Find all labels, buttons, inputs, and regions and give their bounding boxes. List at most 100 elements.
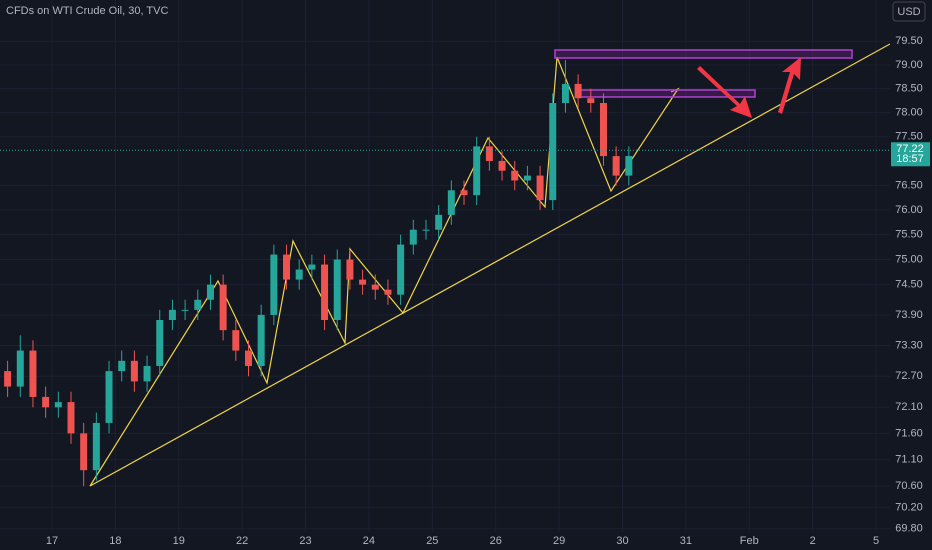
candle-body bbox=[574, 83, 582, 99]
y-tick-label: 70.60 bbox=[895, 480, 923, 492]
zone bbox=[554, 49, 853, 59]
candle-body bbox=[4, 371, 12, 387]
grid bbox=[0, 0, 890, 532]
candle-body bbox=[359, 279, 367, 285]
y-tick-label: 69.80 bbox=[895, 523, 923, 535]
candle-body bbox=[92, 422, 100, 471]
candle-body bbox=[80, 433, 88, 471]
y-tick-label: 78.50 bbox=[895, 83, 923, 95]
candle-body bbox=[435, 214, 443, 230]
candle-body bbox=[270, 254, 278, 315]
candle-body bbox=[422, 229, 430, 231]
x-tick-label: 22 bbox=[236, 535, 248, 547]
candle-body bbox=[409, 229, 417, 245]
candle-body bbox=[143, 365, 151, 382]
candle-body bbox=[67, 402, 75, 434]
x-tick-label: 26 bbox=[490, 535, 502, 547]
x-tick-label: 5 bbox=[873, 535, 879, 547]
x-tick-label: 17 bbox=[46, 535, 58, 547]
x-tick-label: 24 bbox=[363, 535, 375, 547]
candle-body bbox=[295, 269, 303, 280]
arrow-up bbox=[778, 57, 801, 114]
y-tick-label: 71.10 bbox=[895, 454, 923, 466]
trend-line bbox=[89, 43, 891, 487]
x-tick-label: 29 bbox=[553, 535, 565, 547]
y-tick-label: 76.50 bbox=[895, 179, 923, 191]
candle-body bbox=[549, 103, 557, 201]
drawings bbox=[89, 43, 891, 487]
candle-body bbox=[283, 254, 291, 280]
candle-body bbox=[206, 284, 214, 300]
candle-body bbox=[460, 190, 468, 196]
candle-body bbox=[473, 146, 481, 196]
candle-body bbox=[447, 190, 455, 215]
y-tick-label: 73.30 bbox=[895, 339, 923, 351]
y-tick-label: 78.00 bbox=[895, 107, 923, 119]
y-tick-label: 75.50 bbox=[895, 229, 923, 241]
time-axis bbox=[0, 532, 932, 550]
candle-body bbox=[587, 98, 595, 104]
candle-body bbox=[397, 244, 405, 295]
candle-body bbox=[105, 371, 113, 423]
y-tick-label: 76.00 bbox=[895, 204, 923, 216]
x-tick-label: Feb bbox=[740, 535, 759, 547]
y-tick-label: 71.60 bbox=[895, 427, 923, 439]
current-price: 77.22 bbox=[896, 143, 924, 155]
x-tick-label: 25 bbox=[426, 535, 438, 547]
candle-body bbox=[181, 309, 189, 311]
x-tick-label: 19 bbox=[173, 535, 185, 547]
candle-body bbox=[333, 259, 341, 320]
candle-body bbox=[118, 360, 126, 372]
x-tick-label: 18 bbox=[109, 535, 121, 547]
candle-body bbox=[308, 264, 316, 270]
candle-body bbox=[384, 289, 392, 295]
currency: USD bbox=[897, 6, 920, 18]
candle-body bbox=[257, 314, 265, 366]
candle-body bbox=[536, 175, 544, 201]
y-tick-label: 75.00 bbox=[895, 253, 923, 265]
y-tick-label: 70.20 bbox=[895, 501, 923, 513]
candle-body bbox=[130, 360, 138, 382]
y-tick-label: 73.90 bbox=[895, 309, 923, 321]
candle-body bbox=[156, 319, 164, 366]
y-tick-label: 79.50 bbox=[895, 35, 923, 47]
y-tick-label: 72.10 bbox=[895, 401, 923, 413]
candle-body bbox=[371, 284, 379, 290]
candle-body bbox=[511, 170, 519, 181]
candle-body bbox=[29, 350, 37, 397]
axes: 79.50 79.00 78.50 78.00 77.50 76.50 76.00 75.50… bbox=[46, 35, 930, 547]
current-price-box bbox=[891, 142, 930, 167]
x-tick-label: 2 bbox=[810, 535, 816, 547]
x-tick-label: 31 bbox=[680, 535, 692, 547]
x-tick-label: 30 bbox=[616, 535, 628, 547]
candle-body bbox=[194, 299, 202, 310]
currency-box bbox=[892, 1, 926, 22]
candle-body bbox=[523, 175, 531, 181]
y-tick-label: 74.50 bbox=[895, 279, 923, 291]
arrow-down bbox=[697, 66, 752, 118]
candles bbox=[0, 60, 890, 487]
y-tick-label: 72.70 bbox=[895, 370, 923, 382]
candle-body bbox=[16, 350, 24, 387]
candle-body bbox=[561, 83, 569, 104]
candle-body bbox=[244, 350, 252, 366]
candle-body bbox=[346, 259, 354, 280]
candle-body bbox=[625, 156, 633, 176]
candle-body bbox=[498, 160, 506, 171]
candle-body bbox=[42, 396, 50, 408]
price-axis bbox=[890, 0, 932, 550]
zigzag bbox=[89, 56, 679, 487]
candle-body bbox=[485, 146, 493, 161]
candle-body bbox=[232, 330, 240, 351]
candle-body bbox=[599, 103, 607, 157]
candle-body bbox=[219, 284, 227, 331]
candle-body bbox=[168, 309, 176, 320]
candle-body bbox=[54, 402, 62, 408]
y-tick-label: 77.50 bbox=[895, 131, 923, 143]
x-tick-label: 23 bbox=[299, 535, 311, 547]
chart-title: CFDs on WTI Crude Oil, 30, TVC bbox=[6, 5, 168, 17]
countdown: 18:57 bbox=[896, 153, 924, 165]
candle-body bbox=[321, 264, 329, 320]
zigzag-arrow bbox=[670, 87, 680, 97]
